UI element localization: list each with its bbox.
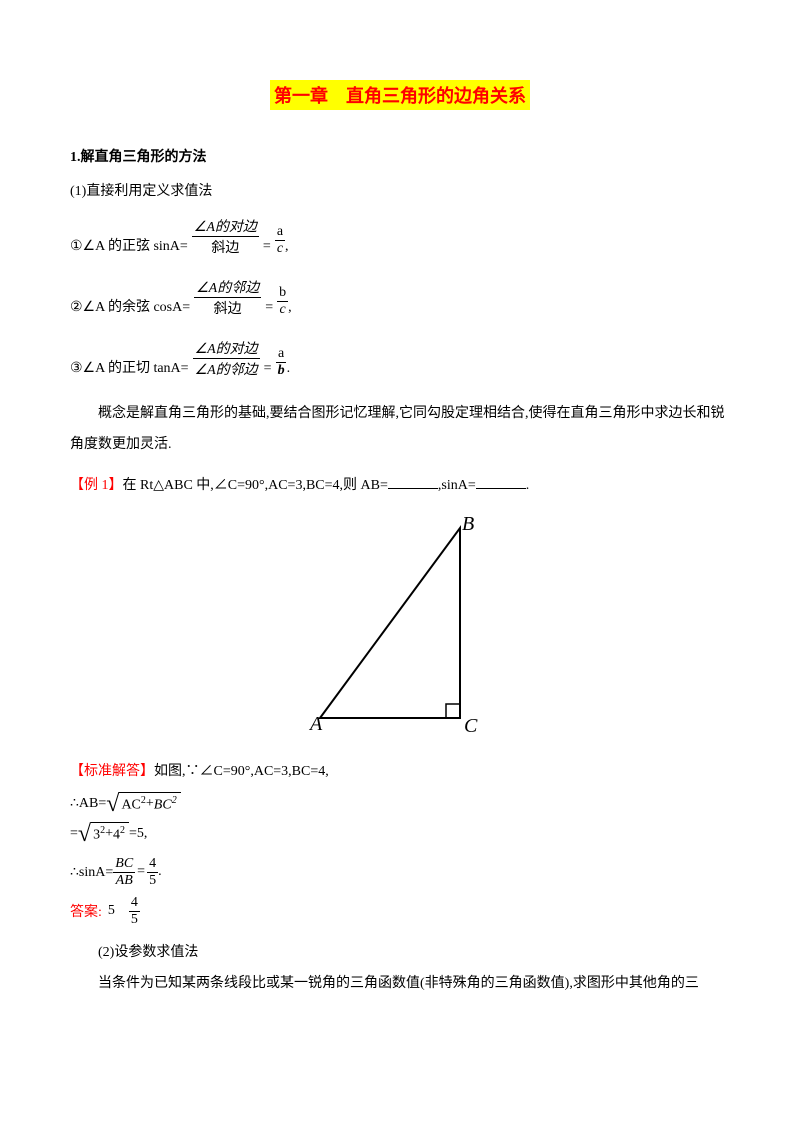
formula-prefix: ②∠A 的余弦 cosA= xyxy=(70,296,194,318)
denominator: 斜边 xyxy=(209,237,241,257)
equals: = xyxy=(259,239,275,257)
solution-prefix-4: ∴sinA= xyxy=(70,864,113,881)
fraction: ∠A的邻边 斜边 xyxy=(194,277,261,318)
exponent: 2 xyxy=(172,795,177,806)
denominator: 斜边 xyxy=(212,298,244,318)
denominator: b xyxy=(276,363,287,379)
fraction: 4 5 xyxy=(147,856,158,889)
subsection-2-heading: (2)设参数求值法 xyxy=(70,938,730,969)
sqrt-icon: √ xyxy=(106,792,119,816)
sqrt-op: + xyxy=(105,826,113,842)
vertex-A-label: A xyxy=(308,713,323,735)
solution-line-1: 【标准解答】如图,∵∠C=90°,AC=3,BC=4, xyxy=(70,759,730,784)
solution-prefix-3: = xyxy=(70,826,78,842)
triangle-svg: A B C xyxy=(300,508,500,738)
blank-1 xyxy=(388,475,438,489)
sqrt-expression: √ 32 + 42 xyxy=(78,822,129,846)
chapter-title: 第一章 直角三角形的边角关系 xyxy=(270,80,530,110)
fraction: a c xyxy=(275,224,285,257)
formula-sin: ①∠A 的正弦 sinA= ∠A的对边 斜边 = a c , xyxy=(70,216,730,257)
solution-suffix-4: . xyxy=(158,864,162,880)
example-body-2: ,sinA= xyxy=(438,478,476,493)
sqrt-term-a: 32 xyxy=(93,825,105,844)
concept-note: 概念是解直角三角形的基础,要结合图形记忆理解,它同勾股定理相结合,使得在直角三角… xyxy=(70,399,730,461)
formula-prefix: ③∠A 的正切 tanA= xyxy=(70,357,193,379)
fraction: a b xyxy=(276,346,287,379)
sqrt-term-b: 42 xyxy=(113,825,125,844)
equals: = xyxy=(260,361,276,379)
answer-label: 答案: xyxy=(70,901,102,921)
denominator: AB xyxy=(114,873,135,889)
example-label: 【例 1】 xyxy=(70,478,123,493)
denominator: c xyxy=(278,302,288,318)
numerator: BC xyxy=(113,856,135,873)
solution-suffix-3: =5, xyxy=(129,826,147,842)
denominator: ∠A的邻边 xyxy=(193,359,260,379)
fraction: BC AB xyxy=(113,856,135,889)
example-body-3: . xyxy=(526,478,530,493)
vertex-C-label: C xyxy=(464,715,478,737)
denominator: c xyxy=(275,241,285,257)
blank-2 xyxy=(476,475,526,489)
numerator: b xyxy=(277,285,288,302)
solution-line-4: ∴sinA= BC AB = 4 5 . xyxy=(70,856,730,889)
solution-text-1: 如图,∵∠C=90°,AC=3,BC=4, xyxy=(154,764,329,779)
equals: = xyxy=(135,864,147,880)
sqrt-term-a: AC2 xyxy=(121,795,145,814)
numerator: 4 xyxy=(147,856,158,873)
suffix: . xyxy=(287,361,291,379)
example-1: 【例 1】在 Rt△ABC 中,∠C=90°,AC=3,BC=4,则 AB= ,s… xyxy=(70,473,730,498)
subsection-heading: (1)直接利用定义求值法 xyxy=(70,180,730,200)
chapter-title-wrap: 第一章 直角三角形的边角关系 xyxy=(70,80,730,128)
solution-label: 【标准解答】 xyxy=(70,764,154,779)
numerator: a xyxy=(276,346,286,363)
sqrt-expression: √ AC2 + BC2 xyxy=(106,792,180,816)
numerator: a xyxy=(275,224,285,241)
suffix: , xyxy=(288,300,292,318)
denominator: 5 xyxy=(147,873,158,889)
numerator: 4 xyxy=(129,895,140,912)
formula-prefix: ①∠A 的正弦 sinA= xyxy=(70,235,192,257)
sqrt-body: 32 + 42 xyxy=(91,822,129,846)
numerator: ∠A的邻边 xyxy=(194,277,261,298)
exponent: 2 xyxy=(120,825,125,836)
solution-prefix-2: ∴AB= xyxy=(70,795,106,812)
triangle-figure: A B C xyxy=(70,508,730,743)
fraction: ∠A的对边 斜边 xyxy=(192,216,259,257)
vertex-B-label: B xyxy=(462,513,474,535)
answer-value-1: 5 xyxy=(102,903,121,919)
suffix: , xyxy=(285,239,289,257)
subsection-2-text: 当条件为已知某两条线段比或某一锐角的三角函数值(非特殊角的三角函数值),求图形中… xyxy=(70,969,730,1000)
answer-line: 答案: 5 4 5 xyxy=(70,895,730,928)
denominator: 5 xyxy=(129,912,140,928)
section-heading: 1.解直角三角形的方法 xyxy=(70,146,730,166)
sqrt-icon: √ xyxy=(78,822,91,846)
solution-line-3: = √ 32 + 42 =5, xyxy=(70,822,730,846)
numerator: ∠A的对边 xyxy=(192,216,259,237)
triangle-shape xyxy=(320,528,460,718)
formula-cos: ②∠A 的余弦 cosA= ∠A的邻边 斜边 = b c , xyxy=(70,277,730,318)
sqrt-op: + xyxy=(146,796,154,812)
sqrt-term-b: BC2 xyxy=(154,795,177,814)
solution-line-2: ∴AB= √ AC2 + BC2 xyxy=(70,792,730,816)
numerator: ∠A的对边 xyxy=(193,338,260,359)
equals: = xyxy=(261,300,277,318)
formula-tan: ③∠A 的正切 tanA= ∠A的对边 ∠A的邻边 = a b . xyxy=(70,338,730,379)
right-angle-icon xyxy=(446,704,460,718)
fraction: b c xyxy=(277,285,288,318)
fraction: 4 5 xyxy=(129,895,140,928)
example-body: 在 Rt△ABC 中,∠C=90°,AC=3,BC=4,则 AB= xyxy=(123,478,388,493)
fraction: ∠A的对边 ∠A的邻边 xyxy=(193,338,260,379)
sqrt-body: AC2 + BC2 xyxy=(119,792,180,816)
